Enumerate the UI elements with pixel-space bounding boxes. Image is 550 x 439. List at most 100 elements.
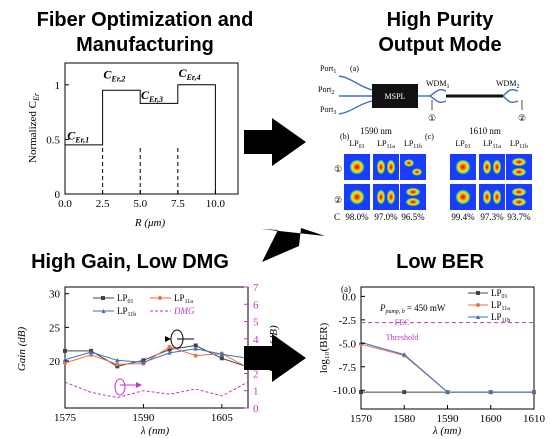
gain-marks: 20253001234567157515901605 (49, 282, 259, 424)
gain-point-lp11b-6 (219, 351, 225, 357)
mode-spot-1 (376, 159, 386, 175)
mode-tile-c-lp11b-row1 (506, 154, 532, 180)
ber-legend-label-lp11b: LP11b (491, 312, 510, 324)
fiber-region-label-2: CEr,2 (103, 67, 125, 83)
gain-point-lp11a-5 (193, 353, 198, 358)
mode-header-c-lp01-main: LP (455, 139, 465, 148)
gain-ytick-right-label-4: 4 (253, 334, 259, 346)
ber-legend-lp11a-main: LP (491, 300, 502, 310)
port2-main: Port (318, 85, 332, 94)
gain-point-lp11b-0 (62, 357, 68, 362)
legend-lp01-sub: 01 (128, 299, 134, 305)
mode-tile-c-lp11a-row2 (479, 184, 505, 210)
port1-main: Port (320, 64, 334, 73)
ber-xtick-label-4: 1610 (523, 413, 546, 425)
ber-legend-label-lp01: LP01 (491, 288, 508, 300)
ber-ytick-label-2: -5.0 (339, 338, 357, 350)
wdm1-main: WDM (426, 79, 446, 88)
gain-point-lp11a-4 (167, 344, 172, 349)
gain-xlabel: λ (nm) (140, 425, 170, 437)
pump-label-main: P (379, 303, 386, 313)
gain-point-lp11b-5 (193, 346, 198, 351)
arrow-to-gain (261, 228, 325, 262)
ber-ytick-label-4: -10.0 (333, 385, 356, 397)
pump-label: Ppump, b = 450 mW (379, 303, 446, 315)
fiber-marks: 00.510.0 2.5 5.0 7.5 10.0CEr,1CEr,2CEr,3CEr,… (46, 66, 225, 210)
fiber-ylabel-main: Normalized C (27, 101, 39, 163)
gain-point-lp01-2 (115, 364, 120, 369)
mode-tile-c-lp11b-row2 (506, 184, 532, 210)
gain-xtick-label-2: 1605 (211, 412, 234, 424)
port2-sub: 2 (331, 90, 334, 96)
fiber-xlabel: R (μm) (134, 217, 166, 229)
ber-xtick-label-3: 1600 (480, 413, 503, 425)
mode-spot-2 (492, 189, 502, 205)
ber-xlabel: λ (nm) (432, 425, 462, 437)
gain-point-lp11a-2 (115, 362, 120, 367)
gain-series-line-dmg (64, 381, 249, 399)
port2-label: Port2 (318, 85, 334, 96)
port1-label: Port1 (320, 64, 336, 75)
wdm2-branch-b (502, 95, 519, 104)
wdm2-branch-a (502, 88, 519, 97)
mode-header-b-lp01-sub: 01 (359, 144, 365, 150)
ber-legend-marker-lp11a (476, 303, 480, 307)
arrow-to-purity (244, 118, 306, 166)
ber-point-lp01-1 (402, 390, 407, 395)
mode-spot-1 (455, 159, 471, 175)
gain-ytick-right-label-2: 2 (253, 368, 259, 380)
mode-header-c-lp01: LP01 (455, 139, 470, 150)
fiber-heading-line1: Fiber Optimization and (37, 9, 254, 31)
wdm1-branch-a (429, 88, 447, 97)
fiber-region-label-1: CEr,1 (67, 128, 89, 144)
wdm2-main: WDM (496, 79, 516, 88)
legend-label-lp01: LP01 (117, 293, 134, 305)
mode-tile-c-lp01-row1 (450, 154, 476, 180)
gain-ytick-left-label-1: 25 (49, 322, 61, 334)
ber-xtick-label-1: 1580 (393, 413, 416, 425)
ber-point-lp11b-3 (488, 389, 493, 394)
mode-tile-b-lp11b-row1 (400, 154, 426, 180)
ber-legend-label-lp11a: LP11a (491, 300, 510, 312)
gain-ytick-right-label-7: 7 (253, 282, 259, 294)
schematic-circle1: ① (428, 113, 436, 123)
mode-header-b-lp01-main: LP (349, 139, 359, 148)
fiber-profile-plot: 00.510.0 2.5 5.0 7.5 10.0CEr,1CEr,2CEr,3CEr,… (27, 62, 239, 229)
legend-marker-lp11a (158, 296, 162, 300)
ber-legend-lp01-main: LP (491, 288, 502, 298)
gain-series-line-lp11b (64, 348, 249, 363)
gain-point-lp11b-4 (167, 350, 172, 355)
legend-marker-lp11b (101, 309, 106, 313)
lambda-1610-label: 1610 nm (469, 126, 501, 136)
mode-header-b-lp11a: LP11a (377, 139, 395, 150)
ber-point-lp11b-2 (445, 389, 450, 394)
gain-legend: LP01 LP11a LP11b DMG (93, 293, 195, 318)
gain-point-lp01-0 (63, 348, 67, 353)
ber-xtick-label-2: 1590 (437, 413, 460, 425)
purity-c-lp11a: 97.3% (480, 212, 504, 222)
mode-tile-bg (400, 154, 426, 180)
fiber-heading-line2: Manufacturing (76, 34, 214, 56)
gain-ytick-right-label-6: 6 (253, 299, 259, 311)
mode-header-c-lp11a-sub: 11a (492, 144, 501, 150)
legend-label-lp11a: LP11a (174, 293, 193, 305)
purity-b-lp01: 98.0% (345, 212, 369, 222)
gain-plot-frame (64, 286, 249, 409)
fiber-xtick-label-4: 10.0 (206, 198, 226, 210)
mode-spot-2 (492, 159, 502, 175)
ber-series-line-lp11a (360, 343, 534, 393)
gain-axis-arrowhead (165, 336, 171, 342)
mode-header-c-lp11b-main: LP (510, 139, 520, 148)
wdm1-branch-b (429, 95, 447, 104)
purity-c-lp11b: 93.7% (507, 212, 531, 222)
mode-spot-1 (482, 159, 492, 175)
fiber-plot-frame (64, 62, 239, 195)
mode-spot-1 (376, 189, 386, 205)
mode-spot-1 (482, 189, 492, 205)
fiber-xtick-label-2: 5.0 (133, 198, 147, 210)
mode-tile-b-lp01-row1 (344, 154, 370, 180)
ber-ytick-label-3: -7.5 (339, 362, 357, 374)
mode-spot-1 (349, 189, 365, 205)
